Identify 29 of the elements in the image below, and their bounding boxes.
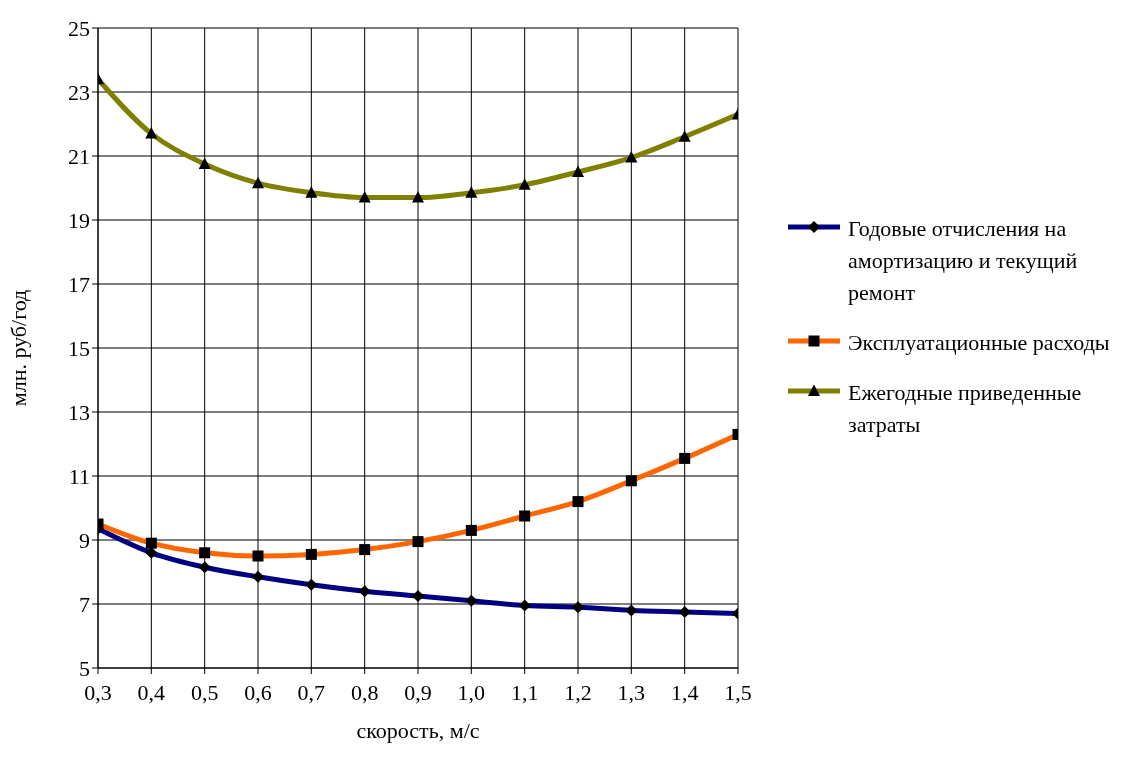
y-tick-label: 7 [79, 591, 90, 617]
y-tick-label: 13 [68, 399, 90, 425]
y-tick-label: 9 [79, 527, 90, 553]
x-tick-label: 1,3 [617, 679, 646, 705]
y-tick-label: 21 [68, 143, 90, 169]
legend-label: Эксплуатационные расходы [848, 329, 1111, 357]
y-axis-title: млн. руб/год [5, 289, 31, 407]
x-tick-label: 0,3 [84, 679, 112, 705]
y-tick-label: 23 [68, 79, 90, 105]
y-tick-label: 11 [68, 463, 90, 489]
x-tick-label: 1,5 [724, 679, 752, 705]
y-tick-label: 17 [68, 271, 90, 297]
x-tick-label: 1,2 [564, 679, 592, 705]
y-tick-label: 5 [79, 655, 90, 681]
x-tick-label: 0,4 [137, 679, 166, 705]
y-tick-label: 15 [68, 335, 90, 361]
x-tick-label: 0,9 [404, 679, 432, 705]
x-axis-title: скорость, м/с [356, 718, 480, 743]
y-tick-label: 19 [68, 207, 90, 233]
x-tick-label: 1,0 [457, 679, 486, 705]
x-tick-label: 0,8 [350, 679, 379, 705]
x-tick-label: 1,4 [670, 679, 699, 705]
legend-label: Годовые отчисления на амортизацию и текущий ремонт [848, 215, 1079, 307]
y-tick-label: 25 [68, 15, 90, 41]
x-tick-label: 0,7 [297, 679, 326, 705]
x-tick-label: 0,6 [244, 679, 272, 705]
x-tick-label: 1,1 [510, 679, 539, 705]
legend-label: Ежегодные приведенные затраты [848, 379, 1083, 439]
x-tick-label: 0,5 [190, 679, 219, 705]
